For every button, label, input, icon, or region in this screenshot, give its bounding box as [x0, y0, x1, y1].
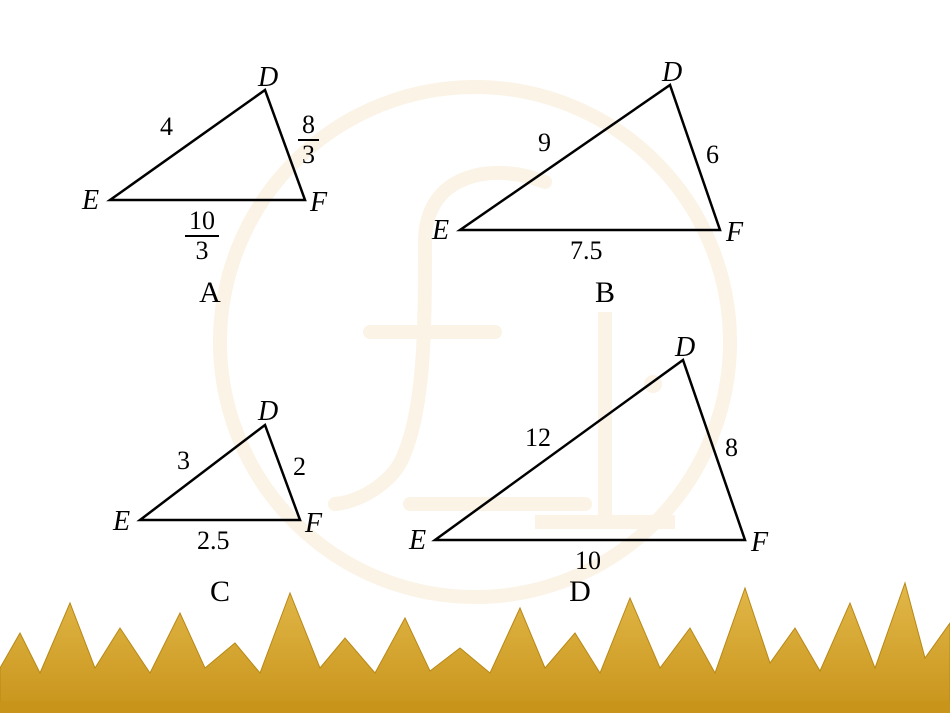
side-label-ef: 7.5	[570, 236, 603, 266]
side-label-ef: 2.5	[197, 526, 230, 556]
vertex-label-d: D	[662, 57, 682, 89]
side-label-ef: 10	[575, 546, 601, 576]
caption-a: A	[190, 276, 230, 310]
caption-c: C	[200, 575, 240, 609]
side-label-df: 2	[293, 452, 306, 482]
side-label-ef: 103	[185, 208, 219, 264]
vertex-label-e: E	[113, 506, 130, 538]
vertex-label-f: F	[305, 508, 322, 540]
vertex-label-e: E	[82, 185, 99, 217]
side-label-df: 83	[298, 112, 319, 168]
page-number: 3	[921, 654, 932, 677]
caption-b: B	[585, 276, 625, 310]
vertex-label-d: D	[258, 62, 278, 94]
vertex-label-e: E	[432, 215, 449, 247]
triangle-a-panel: D E F 4 83 103	[70, 60, 370, 290]
triangle-d	[415, 335, 835, 565]
triangle-b-panel: D E F 9 6 7.5	[430, 60, 790, 290]
triangle-a	[70, 60, 370, 260]
vertex-label-f: F	[726, 217, 743, 249]
triangle-c	[115, 390, 375, 560]
triangle-d-panel: D E F 12 8 10	[415, 335, 835, 595]
vertex-label-f: F	[751, 527, 768, 559]
triangle-c-panel: D E F 3 2 2.5	[115, 390, 375, 590]
side-label-df: 6	[706, 140, 719, 170]
vertex-label-f: F	[310, 187, 327, 219]
vertex-label-e: E	[409, 525, 426, 557]
slide-stage: D E F 4 83 103 A D E F 9 6 7.5 B D E F 3…	[0, 0, 950, 713]
vertex-label-d: D	[675, 332, 695, 364]
side-label-df: 8	[725, 433, 738, 463]
side-label-de: 3	[177, 446, 190, 476]
side-label-de: 9	[538, 128, 551, 158]
vertex-label-d: D	[258, 396, 278, 428]
side-label-de: 4	[160, 112, 173, 142]
side-label-de: 12	[525, 423, 551, 453]
caption-d: D	[560, 575, 600, 609]
